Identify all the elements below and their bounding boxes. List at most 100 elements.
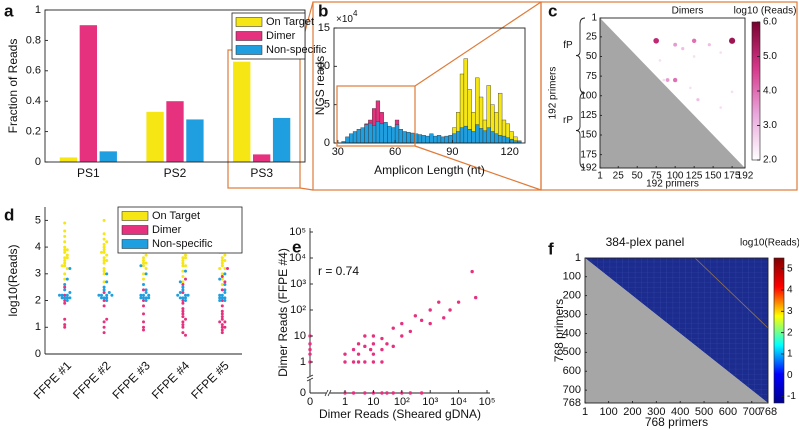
swarm-point — [184, 253, 187, 257]
swarm-point — [100, 296, 103, 300]
scatter-point — [428, 321, 432, 326]
swarm-point — [144, 261, 148, 265]
swarm-point — [144, 296, 148, 300]
colorbar-tick-label: -1 — [787, 391, 796, 402]
histogram-bar — [352, 131, 358, 144]
swarm-point — [184, 296, 187, 300]
y-tick-label: 10 — [318, 60, 330, 72]
swarm-point — [142, 304, 145, 308]
x-tick-label: 200 — [623, 406, 641, 418]
y-tick-label: 0.4 — [26, 95, 41, 107]
x-tick-label: FFPE #4 — [149, 358, 193, 402]
x-tick-label: 10 — [367, 396, 379, 408]
y-tick-label: 700 — [563, 384, 581, 396]
swarm-point — [144, 288, 148, 292]
histogram-bar — [471, 131, 476, 144]
y-tick-label: 2 — [35, 294, 41, 306]
scatter-point — [428, 308, 432, 312]
x-tick-label: 1 — [582, 406, 588, 418]
histogram-bar — [406, 132, 411, 144]
swarm-point — [220, 293, 224, 297]
dimer-dot — [662, 78, 666, 82]
y-tick-label: 175 — [580, 149, 597, 160]
scatter-point — [356, 352, 361, 356]
dimer-dot — [707, 43, 711, 47]
histogram-bar — [375, 121, 381, 144]
y-multiplier: ×104 — [336, 9, 358, 25]
swarm-point — [144, 272, 148, 276]
axis-break-gap — [307, 376, 313, 380]
swarm-point — [63, 277, 67, 281]
colorbar-tick-label: 4 — [787, 285, 793, 296]
histogram-bar — [440, 136, 445, 144]
swarm-point — [220, 309, 224, 313]
swarm-point — [102, 256, 106, 260]
swarm-point — [142, 320, 145, 324]
swarm-point — [181, 291, 185, 295]
x-tick-label: 192 — [737, 171, 754, 182]
swarm-point — [102, 291, 106, 295]
swarm-point — [220, 315, 224, 319]
swarm-point — [181, 312, 185, 316]
scatter-point — [456, 300, 461, 304]
swarm-point — [181, 307, 185, 311]
histogram-bar — [429, 133, 434, 144]
swarm-point — [223, 272, 227, 276]
histogram-bar — [417, 134, 423, 144]
swarm-point — [181, 320, 185, 324]
histogram-bar — [444, 135, 449, 144]
swarm-point — [142, 293, 145, 297]
swarm-point — [139, 264, 143, 268]
histogram-bar — [368, 122, 373, 144]
swarm-point — [105, 258, 109, 262]
x-tick-label: 0 — [307, 396, 313, 408]
swarm-point — [184, 333, 187, 337]
colorbar — [773, 257, 785, 404]
x-tick-label: 125 — [686, 171, 703, 182]
colorbar-tick-label: 2 — [787, 327, 793, 338]
swarm-point — [142, 312, 145, 316]
swarm-point — [178, 291, 182, 295]
histogram-bar — [425, 135, 430, 144]
swarm-point — [223, 291, 227, 295]
scatter-point — [356, 360, 361, 364]
swarm-point — [63, 296, 67, 300]
y-tick-label: 10² — [290, 304, 306, 316]
colorbar-tick-label: 3.0 — [763, 120, 777, 131]
y-axis-label: log10(Reads) — [6, 244, 20, 316]
histogram-bar — [486, 127, 491, 144]
swarm-point — [220, 296, 224, 300]
swarm-point — [65, 256, 69, 260]
colorbar-tick-label: 5.0 — [763, 51, 777, 62]
x-tick-label: PS2 — [164, 166, 187, 180]
group-brace — [575, 92, 586, 169]
connector — [299, 187, 314, 191]
y-multiplier-exponent: 4 — [353, 9, 358, 18]
histogram-bar — [448, 135, 453, 144]
swarm-point — [223, 325, 227, 329]
histogram-bar — [463, 125, 468, 144]
y-tick-label: 200 — [563, 290, 581, 302]
y-tick-label: 0 — [300, 387, 306, 399]
swarm-point — [184, 293, 187, 297]
y-tick-label: 600 — [563, 365, 581, 377]
swarm-point — [181, 280, 185, 284]
zoom-box — [336, 85, 416, 147]
swarm-point — [184, 256, 187, 260]
scatter-point — [351, 360, 356, 364]
panel-letter: c — [548, 1, 557, 20]
swarm-point — [63, 240, 67, 244]
swarm-point — [65, 266, 69, 270]
swarm-point — [102, 242, 106, 246]
swarm-point — [220, 317, 224, 321]
swarm-point — [218, 293, 222, 297]
swarm-point — [144, 253, 148, 257]
scatter-point — [391, 391, 395, 395]
swarm-point — [142, 299, 145, 303]
scatter-point — [363, 334, 367, 338]
legend-label: Dimer — [266, 30, 296, 42]
y-tick-label: 75 — [586, 71, 598, 82]
colorbar-label: log10 (Reads) — [734, 6, 797, 17]
swarm-point — [142, 272, 145, 276]
histogram-bar — [478, 128, 484, 144]
